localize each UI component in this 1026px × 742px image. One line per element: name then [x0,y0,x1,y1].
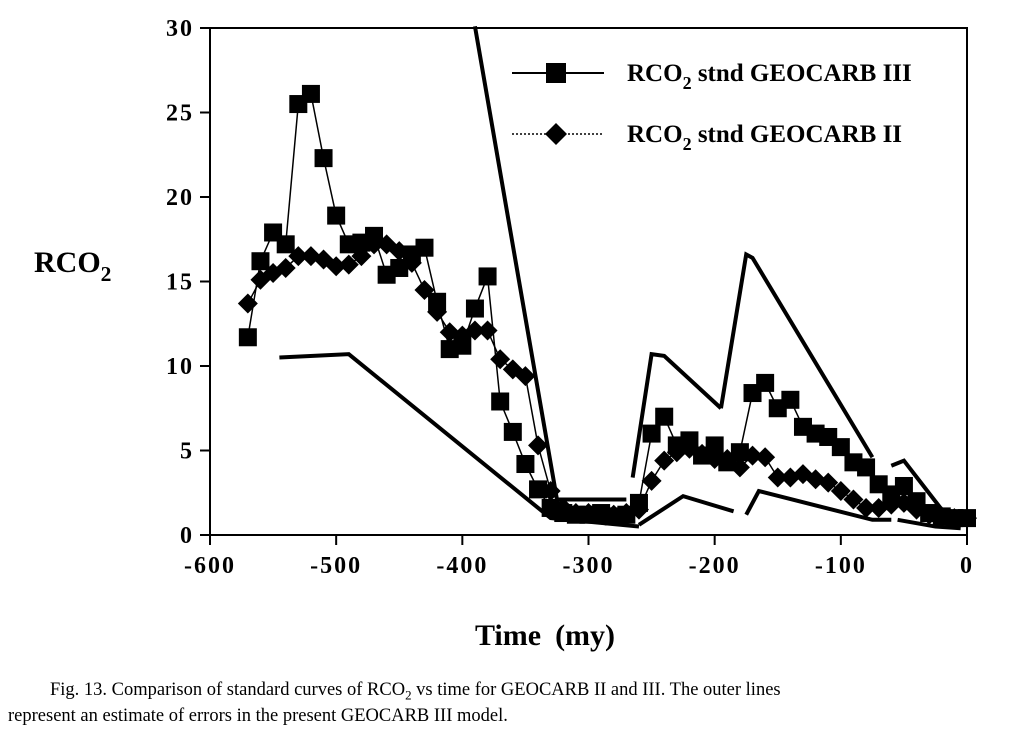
legend: RCO2 stnd GEOCARB III RCO2 stnd GEOCARB … [512,60,912,154]
point-geocarb-iii [390,258,409,277]
point-geocarb-iii [491,392,510,411]
point-geocarb-iii [503,422,522,441]
y-tick-label: 15 [166,270,194,296]
caption-line-1: Fig. 13. Comparison of standard curves o… [50,680,781,703]
axes-layer: 0 5 10 15 20 25 30 -600 -500 -400 -300 -200 -100 0 [166,16,974,579]
x-tick-label: 0 [960,553,974,579]
x-tick-label: -100 [815,553,867,579]
x-tick-label: -500 [310,553,362,579]
legend-marker-geocarb-ii [545,123,567,145]
point-geocarb-iii [314,149,333,168]
point-geocarb-iii [529,480,548,499]
point-geocarb-ii [641,470,662,491]
point-geocarb-iii [655,407,674,426]
point-geocarb-iii [276,235,295,254]
point-geocarb-ii [515,366,536,387]
x-tick-label: -400 [436,553,488,579]
y-tick-label: 5 [180,439,194,465]
point-geocarb-ii [275,257,296,278]
legend-label-geocarb-iii: RCO2 stnd GEOCARB III [627,60,912,93]
x-tick-label: -600 [184,553,236,579]
legend-label-geocarb-ii: RCO2 stnd GEOCARB II [627,121,902,154]
point-geocarb-iii [516,455,535,474]
series-line-geocarb-ii [247,243,967,519]
x-axis-title: Time (my) [475,619,615,652]
point-geocarb-iii [465,299,484,318]
point-geocarb-iii [642,424,661,443]
point-geocarb-iii [705,436,724,455]
point-geocarb-ii [830,481,851,502]
x-tick-label: -300 [563,553,615,579]
y-tick-label: 25 [166,101,194,127]
point-geocarb-iii [857,458,876,477]
error-bound-line [637,493,735,527]
y-tick-label: 30 [166,16,194,42]
legend-marker-geocarb-iii [546,63,566,83]
series-layer [237,84,977,529]
legend-item-geocarb-iii: RCO2 stnd GEOCARB III [512,60,912,93]
point-geocarb-iii [756,373,775,392]
point-geocarb-iii [781,390,800,409]
point-geocarb-ii [477,320,498,341]
point-geocarb-iii [478,267,497,286]
y-tick-label: 20 [166,185,194,211]
point-geocarb-iii [327,206,346,225]
error-bounds [279,25,962,531]
x-tick-label: -200 [689,553,741,579]
point-geocarb-ii [767,467,788,488]
point-geocarb-ii [338,254,359,275]
point-geocarb-iii [365,226,384,245]
legend-item-geocarb-ii: RCO2 stnd GEOCARB II [512,121,902,154]
figure-caption: Fig. 13. Comparison of standard curves o… [8,680,1000,726]
point-geocarb-iii [894,476,913,495]
point-geocarb-ii [843,489,864,510]
point-geocarb-iii [831,438,850,457]
point-geocarb-ii [755,447,776,468]
point-geocarb-iii [415,238,434,257]
point-geocarb-ii [654,450,675,471]
point-geocarb-iii [629,493,648,512]
point-geocarb-ii [326,256,347,277]
point-geocarb-ii [818,472,839,493]
point-geocarb-ii [856,497,877,518]
point-geocarb-iii [730,443,749,462]
point-geocarb-iii [680,431,699,450]
error-bound-line [472,25,627,502]
error-bound-line [744,488,892,522]
point-geocarb-iii [238,328,257,347]
point-geocarb-iii [428,292,447,311]
error-bound-line [630,351,723,478]
point-geocarb-iii [301,84,320,103]
point-geocarb-iii [453,336,472,355]
point-geocarb-iii [251,252,270,271]
y-tick-label: 10 [166,354,194,380]
y-tick-label: 0 [180,523,194,549]
rco2-time-chart: 0 5 10 15 20 25 30 -600 -500 -400 -300 -200 -100 0 RC… [34,16,977,652]
point-geocarb-ii [528,435,549,456]
y-axis-title: RCO2 [34,246,111,286]
error-bound-line [719,251,875,459]
caption-line-2: represent an estimate of errors in the p… [8,705,508,726]
error-bound-line [897,517,961,531]
